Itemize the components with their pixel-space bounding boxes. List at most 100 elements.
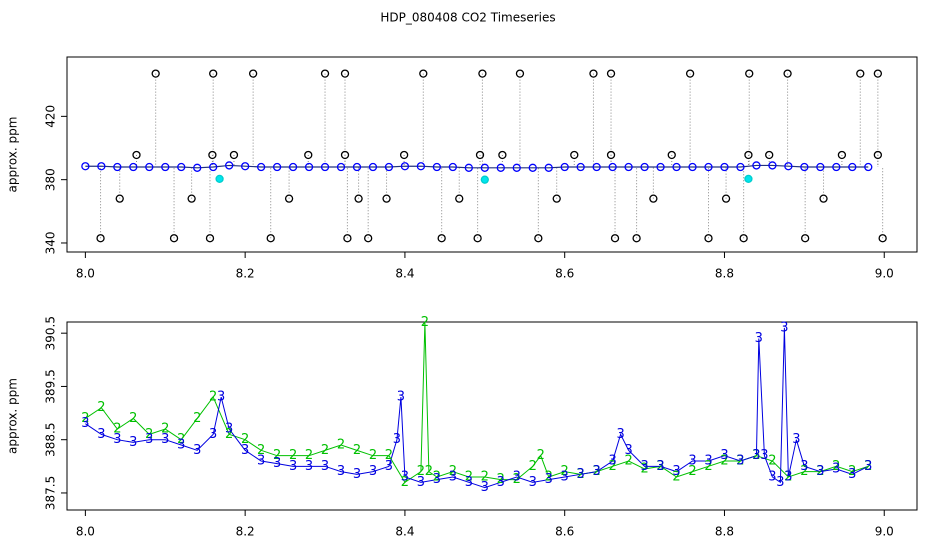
point — [592, 162, 601, 172]
point-marker: 2 — [257, 443, 265, 458]
point-marker: 3 — [513, 469, 521, 484]
point-marker: 2 — [273, 448, 281, 463]
point-marker: 2 — [816, 464, 824, 479]
point — [193, 163, 202, 172]
point — [225, 161, 234, 170]
point — [256, 162, 266, 172]
point — [736, 162, 745, 172]
point-marker: 3 — [321, 459, 329, 474]
point — [783, 69, 792, 78]
point — [320, 162, 330, 172]
point — [288, 162, 298, 172]
point-marker: 2 — [177, 432, 185, 447]
y-tick-label: 340 — [44, 232, 58, 255]
point — [624, 162, 633, 172]
x-tick-label: 8.4 — [395, 267, 414, 281]
point-marker: 3 — [752, 448, 760, 463]
point — [229, 150, 239, 160]
point — [704, 234, 713, 243]
point-marker: 2 — [401, 475, 409, 490]
point — [343, 234, 352, 243]
series-line — [85, 322, 869, 484]
y-tick-label: 389.5 — [44, 369, 58, 403]
plot-frame — [66, 321, 918, 511]
point-marker: 2 — [624, 454, 632, 469]
y-axis-label: approx. ppm — [6, 378, 20, 454]
point-marker: 3 — [780, 320, 788, 335]
point-marker: 3 — [145, 432, 153, 447]
point-marker: 2 — [864, 459, 872, 474]
point — [304, 150, 313, 160]
point-marker: 2 — [736, 454, 744, 469]
point-marker: 2 — [465, 469, 473, 484]
x-tick-label: 8.6 — [555, 525, 574, 539]
point — [739, 234, 748, 243]
point — [544, 163, 553, 172]
point — [209, 162, 218, 172]
point-marker: 3 — [97, 427, 105, 442]
point-marker: 2 — [449, 464, 457, 479]
point-marker: 2 — [752, 448, 760, 463]
point — [284, 194, 294, 203]
point — [208, 150, 217, 160]
point — [215, 174, 224, 184]
point — [848, 162, 857, 172]
point — [570, 150, 579, 160]
point — [416, 162, 426, 171]
point — [96, 234, 105, 243]
point — [97, 162, 106, 171]
point-marker: 3 — [848, 467, 856, 482]
point — [688, 162, 697, 172]
point — [382, 194, 391, 203]
point-marker: 3 — [760, 448, 768, 463]
point — [576, 162, 585, 172]
point — [132, 150, 141, 160]
point — [354, 194, 363, 203]
point — [209, 69, 218, 78]
point-marker: 2 — [337, 438, 345, 453]
point-marker: 3 — [792, 432, 800, 447]
point-marker: 2 — [321, 443, 329, 458]
point — [800, 162, 809, 172]
point-marker: 3 — [640, 459, 648, 474]
point — [606, 150, 616, 160]
plot-frame — [66, 56, 918, 253]
point-marker: 3 — [113, 432, 121, 447]
point — [480, 163, 489, 172]
y-tick-label: 390.5 — [44, 316, 58, 350]
point-marker: 3 — [529, 475, 537, 490]
point-marker: 2 — [672, 469, 680, 484]
series-line — [85, 164, 869, 169]
point — [744, 150, 753, 160]
point-marker: 3 — [688, 454, 696, 469]
point-marker: 2 — [433, 469, 441, 484]
point-marker: 3 — [289, 459, 297, 474]
point — [752, 161, 761, 170]
x-tick-label: 9.0 — [875, 267, 894, 281]
x-tick-label: 9.0 — [875, 525, 894, 539]
point — [205, 234, 215, 243]
point — [437, 234, 446, 243]
point — [878, 234, 887, 243]
x-tick-label: 8.0 — [76, 267, 95, 281]
point-marker: 3 — [704, 454, 712, 469]
point-marker: 3 — [397, 390, 405, 405]
point-marker: 2 — [720, 454, 728, 469]
point — [856, 69, 865, 78]
point-marker: 2 — [832, 459, 840, 474]
point — [640, 162, 649, 172]
point-marker: 2 — [145, 427, 153, 442]
point — [720, 162, 729, 172]
point-marker: 2 — [369, 448, 377, 463]
point — [448, 162, 458, 172]
point-marker: 2 — [800, 464, 808, 479]
point — [81, 162, 90, 171]
y-axis-label: approx. ppm — [6, 117, 20, 193]
point — [399, 150, 409, 160]
y-tick-label: 380 — [44, 168, 58, 191]
point-marker: 3 — [864, 459, 872, 474]
point — [115, 194, 124, 203]
point-marker: 3 — [385, 459, 393, 474]
x-tick-label: 8.4 — [395, 525, 414, 539]
